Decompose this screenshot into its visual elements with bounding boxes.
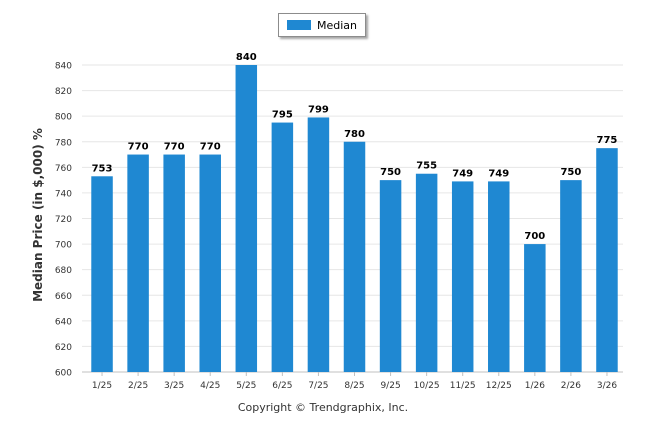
x-tick-label: 4/25 xyxy=(200,381,220,391)
x-tick-label: 12/25 xyxy=(486,381,512,391)
bar xyxy=(235,65,258,372)
data-label: 753 xyxy=(92,163,113,174)
x-tick-label: 9/25 xyxy=(380,381,400,391)
data-label: 770 xyxy=(128,142,149,153)
y-tick-label: 800 xyxy=(55,113,72,123)
y-tick-label: 680 xyxy=(55,266,72,276)
x-tick-label: 1/25 xyxy=(92,381,112,391)
y-tick-label: 840 xyxy=(55,62,72,72)
y-tick-label: 720 xyxy=(55,215,72,225)
bar xyxy=(91,176,113,372)
y-tick-label: 820 xyxy=(55,87,72,97)
data-label: 775 xyxy=(597,135,618,146)
bar xyxy=(199,154,221,372)
bar xyxy=(560,180,582,372)
x-tick-label: 10/25 xyxy=(414,381,440,391)
data-label: 780 xyxy=(344,129,365,140)
x-tick-label: 2/26 xyxy=(561,381,581,391)
data-label: 749 xyxy=(488,168,509,179)
x-tick-label: 6/25 xyxy=(272,381,292,391)
x-tick-label: 5/25 xyxy=(236,381,256,391)
data-label: 795 xyxy=(272,110,293,121)
y-tick-label: 780 xyxy=(55,138,72,148)
x-tick-label: 3/25 xyxy=(164,381,184,391)
data-label: 750 xyxy=(560,167,581,178)
y-tick-label: 700 xyxy=(55,241,72,251)
y-tick-label: 640 xyxy=(55,317,72,327)
bar xyxy=(451,181,474,372)
bar xyxy=(379,180,402,372)
data-label: 749 xyxy=(452,168,473,179)
y-tick-label: 740 xyxy=(55,189,72,199)
bar xyxy=(488,181,510,372)
legend-label-median: Median xyxy=(317,18,358,32)
data-label: 770 xyxy=(200,142,221,153)
data-label: 770 xyxy=(164,142,185,153)
x-tick-label: 1/26 xyxy=(525,381,545,391)
bar xyxy=(596,148,618,372)
y-tick-label: 660 xyxy=(55,292,72,302)
bar xyxy=(415,173,438,372)
data-label: 700 xyxy=(524,231,545,242)
chart-legend: Median xyxy=(278,13,366,37)
x-tick-label: 8/25 xyxy=(344,381,364,391)
bar xyxy=(163,154,185,372)
bar xyxy=(127,154,149,372)
bar xyxy=(524,244,546,372)
data-label: 755 xyxy=(416,161,437,172)
data-label: 840 xyxy=(236,52,257,63)
bar xyxy=(271,122,294,372)
y-tick-label: 600 xyxy=(55,369,72,379)
y-tick-label: 620 xyxy=(55,343,72,353)
x-tick-label: 3/26 xyxy=(597,381,617,391)
data-label: 799 xyxy=(308,104,329,115)
bar xyxy=(343,141,366,372)
bar xyxy=(307,117,330,372)
y-tick-label: 760 xyxy=(55,164,72,174)
data-label: 750 xyxy=(380,167,401,178)
legend-swatch-median xyxy=(287,20,311,30)
x-tick-label: 7/25 xyxy=(308,381,328,391)
x-tick-label: 11/25 xyxy=(450,381,476,391)
x-tick-label: 2/25 xyxy=(128,381,148,391)
copyright-text: Copyright © Trendgraphix, Inc. xyxy=(237,401,409,414)
